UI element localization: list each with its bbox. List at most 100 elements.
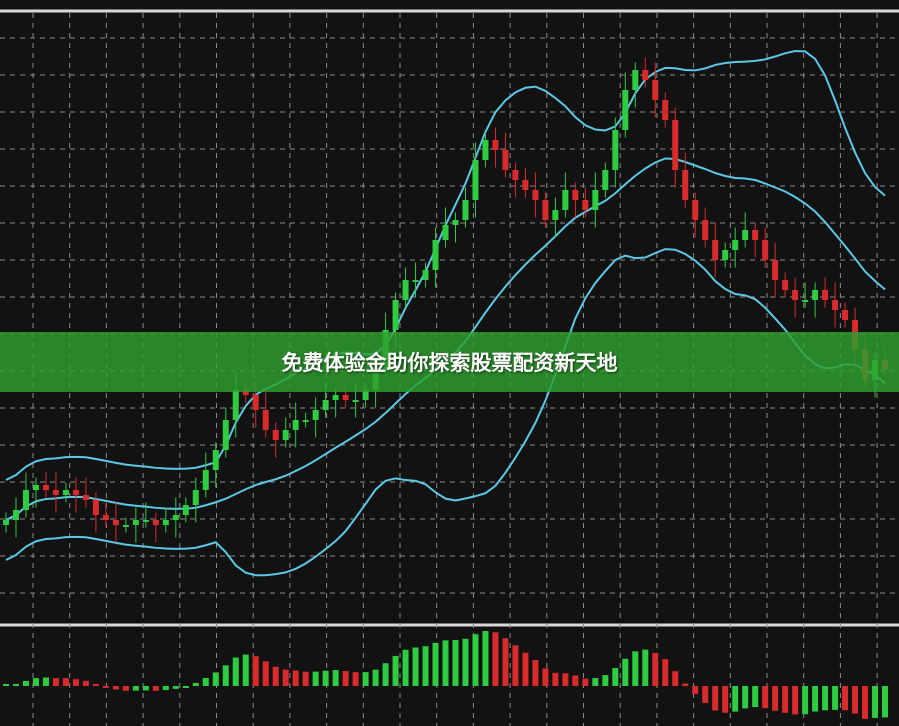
candle-down [662, 100, 669, 120]
histogram-bar [302, 671, 309, 686]
candle-down [532, 190, 539, 200]
candle-up [32, 485, 39, 490]
candle-down [702, 220, 709, 240]
histogram-bar [702, 686, 709, 703]
candle-up [592, 190, 599, 210]
histogram-bar [602, 675, 609, 686]
histogram-bar [672, 671, 679, 686]
candle-down [712, 240, 719, 260]
bollinger-lower [5, 248, 886, 577]
histogram-bar [202, 677, 209, 686]
candle-up [742, 230, 749, 240]
candle-up [22, 490, 29, 510]
candle-up [292, 420, 299, 430]
histogram-bar [392, 655, 399, 686]
candle-up [412, 280, 419, 282]
histogram-bar [92, 684, 99, 686]
histogram-bar [62, 678, 69, 686]
histogram-bar [502, 638, 509, 686]
histogram-bar [822, 686, 829, 711]
histogram-bar [402, 649, 409, 686]
candle-up [122, 525, 129, 527]
candle-up [322, 400, 329, 410]
histogram-bar [232, 657, 239, 686]
candle-down [782, 280, 789, 290]
histogram-bar [712, 686, 719, 711]
histogram-bar [142, 686, 149, 691]
histogram-bar [692, 686, 699, 694]
histogram-bar [372, 669, 379, 686]
histogram-bar [262, 661, 269, 686]
histogram-bar [642, 649, 649, 686]
histogram-bar [612, 668, 619, 686]
histogram-bar [312, 671, 319, 686]
candle-up [802, 300, 809, 302]
candle-down [772, 260, 779, 280]
candle-up [132, 520, 139, 525]
histogram-bar [542, 668, 549, 686]
histogram-bar [452, 639, 459, 686]
histogram-bar [152, 686, 159, 691]
histogram-bar [72, 679, 79, 686]
histogram-bar [842, 686, 849, 711]
histogram-bar [22, 680, 29, 686]
histogram-bar [722, 686, 729, 713]
candle-down [272, 430, 279, 440]
candle-up [142, 520, 149, 522]
candle-down [42, 485, 49, 490]
candle-down [692, 200, 699, 220]
candle-down [342, 395, 349, 400]
candle-up [732, 240, 739, 250]
histogram-bar [572, 675, 579, 686]
histogram-bar [632, 651, 639, 686]
histogram-bar [102, 686, 109, 688]
candle-up [352, 400, 359, 402]
candle-up [212, 450, 219, 470]
candle-up [192, 490, 199, 505]
histogram-bar [482, 631, 489, 686]
histogram-bar [832, 686, 839, 710]
candle-up [482, 140, 489, 160]
histogram-bar [322, 670, 329, 686]
candle-up [452, 220, 459, 225]
histogram-bar [432, 642, 439, 686]
candle-down [652, 80, 659, 100]
candle-down [242, 390, 249, 395]
histogram-bar [812, 686, 819, 712]
candle-up [202, 470, 209, 490]
histogram-bar [552, 672, 559, 686]
candle-up [232, 390, 239, 420]
candle-up [422, 270, 429, 280]
candle-up [172, 515, 179, 520]
candle-up [332, 395, 339, 400]
candle-up [632, 70, 639, 90]
histogram-bar [872, 686, 879, 718]
histogram-bar [622, 658, 629, 686]
histogram-bar [882, 686, 889, 718]
candle-down [72, 490, 79, 495]
candle-down [112, 520, 119, 525]
histogram-bar [112, 686, 119, 690]
histogram-bar [862, 686, 869, 719]
candle-down [792, 290, 799, 300]
histogram-bar [462, 638, 469, 686]
candle-up [222, 420, 229, 450]
promo-banner: 免费体验金助你探索股票配资新天地 [0, 332, 899, 392]
histogram-bar [852, 686, 859, 714]
histogram-bar [32, 678, 39, 686]
candle-up [3, 520, 9, 525]
histogram-bar [252, 656, 259, 686]
histogram-bar [282, 669, 289, 686]
histogram-bar [592, 678, 599, 686]
candle-up [562, 190, 569, 210]
histogram-bar [172, 686, 179, 689]
histogram-bar [182, 686, 189, 688]
candle-down [522, 180, 529, 190]
histogram-bar [242, 654, 249, 686]
candle-up [312, 410, 319, 420]
candle-up [12, 510, 19, 520]
histogram-bar [132, 686, 139, 691]
candle-down [252, 395, 259, 410]
candle-up [622, 90, 629, 130]
